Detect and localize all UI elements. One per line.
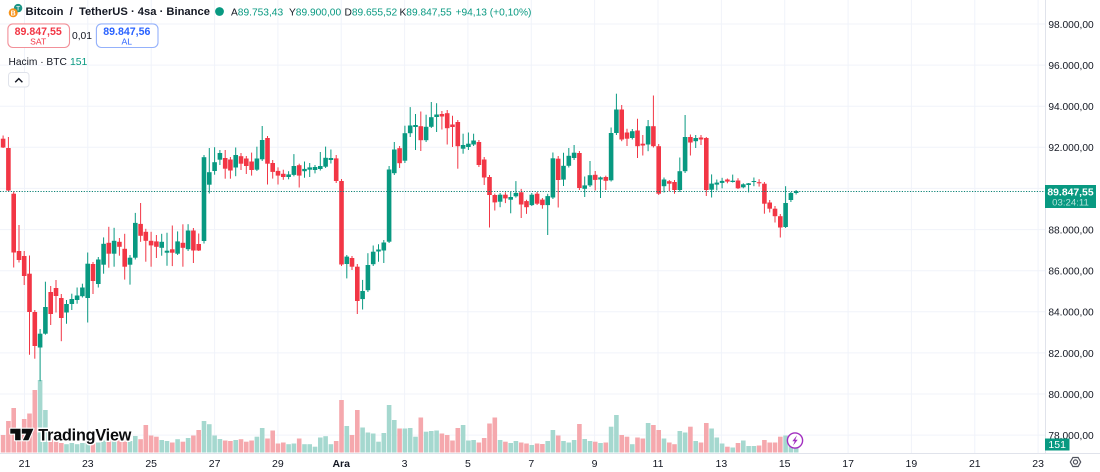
svg-text:29: 29 (272, 458, 284, 470)
svg-text:80.000,00: 80.000,00 (1048, 390, 1094, 401)
svg-text:9: 9 (592, 458, 598, 470)
svg-text:13: 13 (716, 458, 728, 470)
svg-text:21: 21 (19, 458, 31, 470)
svg-text:03:24:11: 03:24:11 (1052, 197, 1089, 208)
svg-text:82.000,00: 82.000,00 (1048, 349, 1094, 360)
svg-text:B: B (11, 11, 16, 18)
svg-text:AL: AL (122, 36, 133, 46)
svg-text:3: 3 (402, 458, 408, 470)
svg-text:D89.655,52: D89.655,52 (345, 7, 398, 18)
svg-text:15: 15 (779, 458, 791, 470)
svg-text:17: 17 (842, 458, 854, 470)
svg-text:Y89.900,00: Y89.900,00 (289, 7, 341, 18)
svg-text:89.847,55: 89.847,55 (15, 26, 62, 38)
svg-text:78.000,00: 78.000,00 (1048, 431, 1094, 442)
svg-text:21: 21 (969, 458, 981, 470)
svg-text:K89.847,55: K89.847,55 (400, 7, 452, 18)
svg-text:23: 23 (82, 458, 94, 470)
svg-text:Hacim · BTC: Hacim · BTC (9, 57, 67, 68)
svg-text:27: 27 (209, 458, 221, 470)
svg-text:5: 5 (465, 458, 471, 470)
svg-text:151: 151 (70, 57, 88, 68)
svg-text:Ara: Ara (332, 458, 350, 470)
svg-text:86.000,00: 86.000,00 (1048, 267, 1094, 278)
svg-text:98.000,00: 98.000,00 (1048, 20, 1094, 31)
svg-text:SAT: SAT (30, 36, 47, 46)
svg-text:+94,13 (+0,10%): +94,13 (+0,10%) (456, 7, 532, 18)
svg-text:96.000,00: 96.000,00 (1048, 61, 1094, 72)
svg-text:151: 151 (1048, 439, 1066, 451)
svg-text:19: 19 (906, 458, 918, 470)
svg-text:11: 11 (653, 458, 664, 470)
svg-text:T: T (16, 6, 20, 12)
svg-text:84.000,00: 84.000,00 (1048, 308, 1094, 319)
svg-text:A89.753,43: A89.753,43 (231, 7, 283, 18)
svg-text:94.000,00: 94.000,00 (1048, 102, 1094, 113)
svg-text:92.000,00: 92.000,00 (1048, 143, 1094, 154)
svg-text:88.000,00: 88.000,00 (1048, 226, 1094, 237)
svg-text:Bitcoin / TetherUS · 4sa · B: Bitcoin / TetherUS · 4sa · Binance (26, 6, 210, 18)
svg-text:89.847,55: 89.847,55 (1047, 187, 1093, 198)
svg-text:7: 7 (528, 458, 534, 470)
svg-text:0,01: 0,01 (72, 31, 92, 42)
svg-text:TradingView: TradingView (38, 427, 131, 445)
svg-text:23: 23 (1032, 458, 1044, 470)
svg-text:25: 25 (145, 458, 157, 470)
svg-text:89.847,56: 89.847,56 (103, 26, 150, 38)
